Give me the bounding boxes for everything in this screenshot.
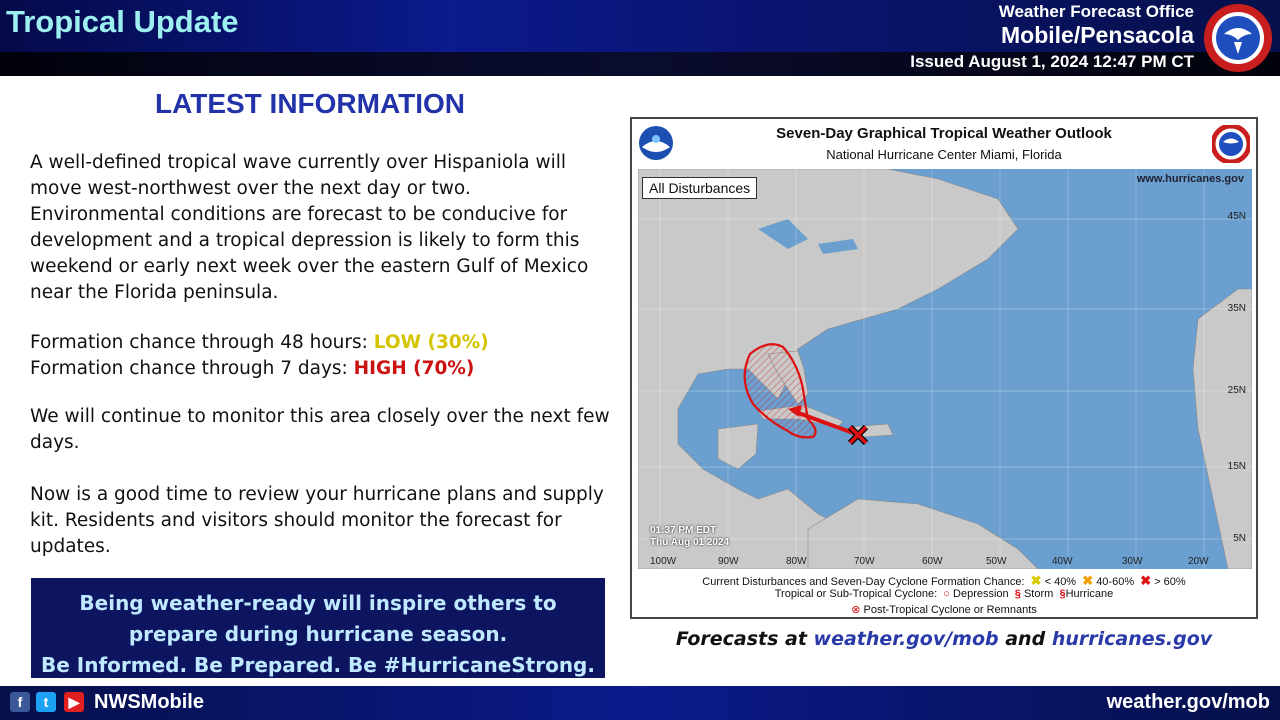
lon-label: 100W: [650, 556, 677, 567]
lon-label: 30W: [1122, 556, 1143, 567]
twitter-icon[interactable]: t: [36, 692, 56, 712]
nws-logo-icon: [1204, 4, 1272, 72]
noaa-logo-icon: [639, 126, 673, 160]
mid-chance-x-icon: ✖: [1082, 573, 1094, 588]
office-name: Mobile/Pensacola: [1000, 22, 1194, 48]
legend-depression-label: Depression: [953, 588, 1009, 600]
low-chance-x-icon: ✖: [1030, 573, 1042, 588]
legend-post-label: Post-Tropical Cyclone or Remnants: [863, 604, 1037, 616]
formation-chances: Formation chance through 48 hours: LOW (…: [30, 330, 610, 382]
banner-line-2: prepare during hurricane season.: [128, 622, 508, 646]
chance-48h-value: LOW (30%): [373, 332, 489, 353]
info-paragraph-monitor: We will continue to monitor this area cl…: [30, 406, 610, 453]
banner-line-1: Being weather-ready will inspire others …: [79, 591, 557, 615]
lon-label: 40W: [1052, 556, 1073, 567]
map-time-line-2: Thu Aug 01 2024: [650, 537, 730, 548]
legend-row-post: ⊗ Post-Tropical Cyclone or Remnants: [632, 603, 1256, 616]
info-paragraph-summary: A well-defined tropical wave currently o…: [30, 152, 589, 303]
issued-timestamp: Issued August 1, 2024 12:47 PM CT: [910, 52, 1194, 71]
legend-row-cyclone: Tropical or Sub-Tropical Cyclone: ○ Depr…: [632, 588, 1256, 600]
lat-label: 25N: [1227, 385, 1246, 396]
lon-label: 70W: [854, 556, 875, 567]
chance-48h-row: Formation chance through 48 hours: LOW (…: [30, 330, 610, 356]
storm-icon: §: [1014, 588, 1021, 600]
legend-hurricane-label: Hurricane: [1065, 588, 1114, 600]
footer-url[interactable]: weather.gov/mob: [1106, 691, 1270, 713]
chance-7d-value: HIGH (70%): [353, 358, 475, 379]
page-title: Tropical Update: [6, 4, 239, 39]
outlook-map-panel: Seven-Day Graphical Tropical Weather Out…: [630, 117, 1258, 619]
info-heading: LATEST INFORMATION: [154, 88, 466, 119]
map-url: www.hurricanes.gov: [1136, 173, 1244, 185]
office-label: Weather Forecast Office: [998, 2, 1194, 21]
legend-row-formation: Current Disturbances and Seven-Day Cyclo…: [632, 573, 1256, 589]
forecasts-middle: and: [998, 628, 1052, 650]
map-time-line-1: 01:37 PM EDT: [650, 525, 717, 536]
forecasts-line: Forecasts at weather.gov/mob and hurrica…: [630, 628, 1258, 650]
lon-label: 20W: [1188, 556, 1209, 567]
info-paragraph-prepare: Now is a good time to review your hurric…: [30, 484, 604, 557]
legend-low-label: < 40%: [1044, 576, 1077, 588]
youtube-icon[interactable]: ▶: [64, 692, 84, 712]
header-bar: Tropical Update Weather Forecast Office …: [0, 0, 1280, 76]
track-arrow: [792, 409, 857, 436]
weather-gov-link[interactable]: weather.gov/mob: [813, 628, 999, 650]
legend-storm-label: Storm: [1023, 588, 1054, 600]
social-handle: NWSMobile: [94, 691, 204, 713]
lat-label: 15N: [1227, 461, 1246, 472]
forecasts-prefix: Forecasts at: [675, 628, 814, 650]
disturbance-x-marker: [847, 424, 869, 446]
depression-icon: ○: [943, 588, 950, 600]
map-title: Seven-Day Graphical Tropical Weather Out…: [776, 125, 1112, 142]
hurricane-icon: §: [1059, 588, 1066, 600]
outlook-map: [638, 169, 1252, 569]
nws-map-logo-icon: [1212, 125, 1250, 163]
legend-formation-label: Current Disturbances and Seven-Day Cyclo…: [702, 576, 1025, 588]
lat-label: 45N: [1227, 211, 1246, 222]
legend-cyclone-label: Tropical or Sub-Tropical Cyclone:: [774, 588, 938, 600]
legend-mid-label: 40-60%: [1096, 576, 1135, 588]
chance-7d-row: Formation chance through 7 days: HIGH (7…: [30, 356, 610, 382]
weather-ready-banner: Being weather-ready will inspire others …: [31, 578, 605, 678]
header-band: [0, 52, 1280, 76]
banner-line-3: Be Informed. Be Prepared. Be #HurricaneS…: [41, 653, 595, 677]
lat-label: 5N: [1233, 533, 1246, 544]
facebook-icon[interactable]: f: [10, 692, 30, 712]
lon-label: 50W: [986, 556, 1007, 567]
hurricanes-gov-link[interactable]: hurricanes.gov: [1051, 628, 1213, 650]
all-disturbances-label: All Disturbances: [642, 177, 758, 199]
lon-label: 60W: [922, 556, 943, 567]
lon-label: 80W: [786, 556, 807, 567]
chance-48h-label: Formation chance through 48 hours:: [30, 332, 374, 353]
post-tropical-icon: ⊗: [851, 604, 861, 616]
map-timestamp: 01:37 PM EDT Thu Aug 01 2024: [650, 525, 729, 549]
chance-7d-label: Formation chance through 7 days:: [30, 358, 354, 379]
high-chance-x-icon: ✖: [1140, 573, 1152, 588]
legend-high-label: > 60%: [1154, 576, 1186, 588]
map-legend: Current Disturbances and Seven-Day Cyclo…: [632, 569, 1256, 617]
lat-label: 35N: [1227, 303, 1246, 314]
footer-bar: f t ▶ NWSMobile weather.gov/mob: [0, 686, 1280, 720]
lon-label: 90W: [718, 556, 739, 567]
map-subtitle: National Hurricane Center Miami, Florida: [826, 147, 1062, 162]
